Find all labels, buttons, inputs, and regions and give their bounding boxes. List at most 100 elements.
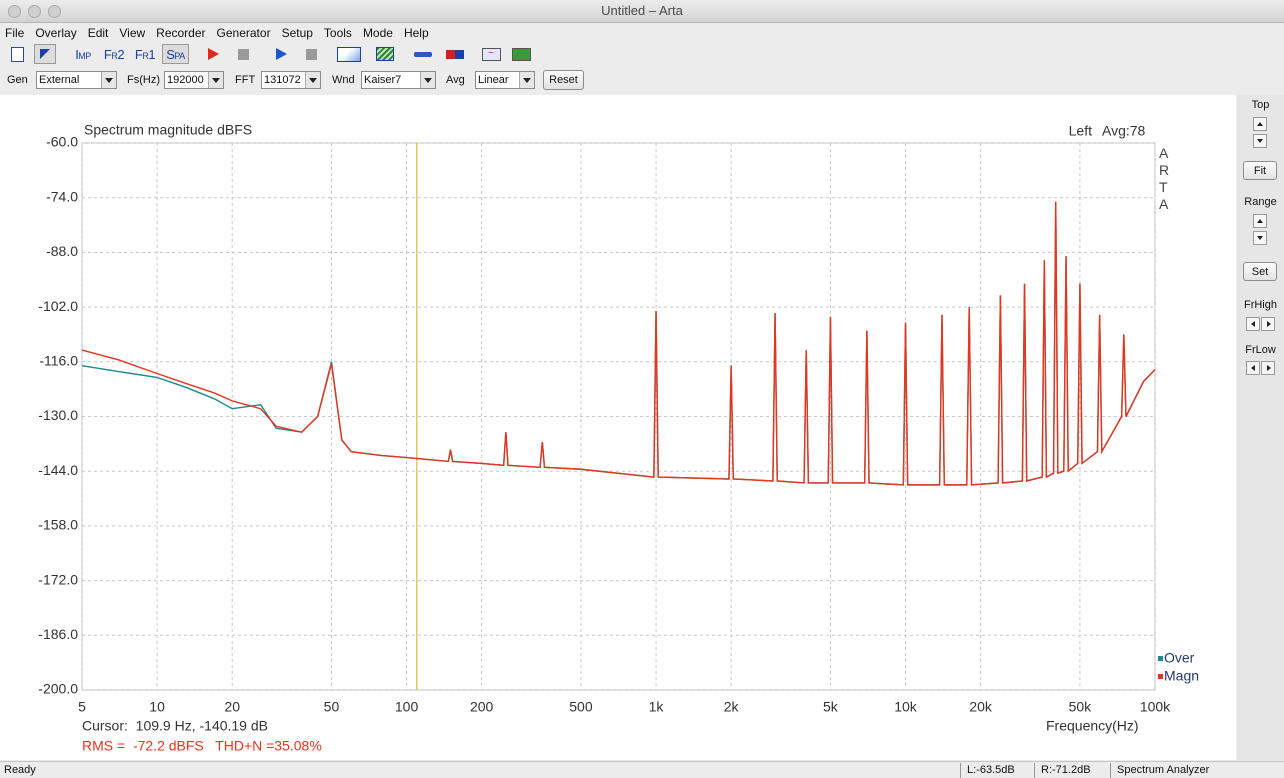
control-label: Wnd xyxy=(332,74,355,86)
record-play-button[interactable] xyxy=(202,44,224,64)
dropdown-value: External xyxy=(39,74,80,86)
menu-bar: File Overlay Edit View Recorder Generator Setu… xyxy=(0,23,1284,42)
icon xyxy=(337,46,361,62)
top-label: Top xyxy=(1251,99,1270,111)
new-button[interactable] xyxy=(6,44,28,64)
frlow-right[interactable] xyxy=(1261,361,1275,375)
scope-button[interactable] xyxy=(510,44,532,64)
close-button[interactable] xyxy=(8,5,21,18)
fit-button[interactable]: Fit xyxy=(1243,161,1277,180)
zoom-button[interactable] xyxy=(48,5,61,18)
icon xyxy=(207,48,219,60)
reset-button[interactable]: Reset xyxy=(543,70,584,90)
record-stop-button[interactable] xyxy=(232,44,254,64)
x-tick-label: 100k xyxy=(1140,699,1171,715)
range-down[interactable] xyxy=(1253,231,1267,245)
menu-item[interactable]: View xyxy=(119,25,146,40)
x-tick-label: 1k xyxy=(649,699,665,715)
y-tick-label: -74.0 xyxy=(46,188,78,204)
dropdown[interactable]: Linear xyxy=(475,71,535,89)
dropdown[interactable]: 192000 xyxy=(164,71,224,89)
menu-item[interactable]: File xyxy=(5,25,25,40)
menu-item[interactable]: Edit xyxy=(87,25,109,40)
pointer-button[interactable] xyxy=(34,44,56,64)
fr2-button[interactable]: Fr2 xyxy=(101,44,127,64)
icon xyxy=(305,48,317,60)
range-up[interactable] xyxy=(1253,214,1267,228)
top-down[interactable] xyxy=(1253,134,1267,148)
legend-label: Over xyxy=(1164,650,1195,666)
status-bar: Ready L:-63.5dB R:-71.2dB Spectrum Analy… xyxy=(0,761,1284,778)
menu-item[interactable]: Overlay xyxy=(35,25,77,40)
chart-title: Spectrum magnitude dBFS xyxy=(84,122,252,138)
icon xyxy=(40,49,50,59)
control-label: FFT xyxy=(235,74,256,86)
dropdown[interactable]: Kaiser7 xyxy=(361,71,436,89)
x-tick-label: 10 xyxy=(149,699,165,715)
legend-swatch xyxy=(1158,674,1163,679)
spa-button[interactable]: Spa xyxy=(162,44,189,64)
dropdown[interactable]: 131072 xyxy=(261,71,321,89)
gen-stop-button[interactable] xyxy=(300,44,322,64)
color-button[interactable] xyxy=(442,44,468,64)
toolbar: Imp Fr2 Fr1 Spa ~ xyxy=(0,42,1284,66)
dropdown-arrow xyxy=(519,72,534,88)
button-label: Fr2 xyxy=(103,46,125,62)
gen-play-button[interactable] xyxy=(270,44,292,64)
left-level: L:-63.5dB xyxy=(960,763,1032,778)
y-tick-label: -200.0 xyxy=(38,681,78,697)
y-tick-label: -102.0 xyxy=(38,298,78,314)
menu-item[interactable]: Help xyxy=(403,25,429,40)
mode-text: Spectrum Analyzer xyxy=(1110,763,1284,778)
frhigh-left[interactable] xyxy=(1246,317,1260,331)
control-label: Gen xyxy=(7,74,28,86)
key-button[interactable] xyxy=(410,44,436,64)
dropdown-arrow xyxy=(101,72,116,88)
icon xyxy=(10,46,24,62)
dropdown-value: 192000 xyxy=(167,74,204,86)
frlow-label: FrLow xyxy=(1245,344,1276,356)
x-tick-label: 5 xyxy=(78,699,86,715)
x-axis-label: Frequency(Hz) xyxy=(1046,718,1139,734)
dropdown-value: 131072 xyxy=(264,74,301,86)
frlow-left[interactable] xyxy=(1246,361,1260,375)
menu-item[interactable]: Tools xyxy=(323,25,352,40)
watermark: ARTA xyxy=(1159,145,1170,212)
x-tick-label: 500 xyxy=(569,699,593,715)
y-tick-label: -130.0 xyxy=(38,407,78,423)
icon xyxy=(275,48,287,60)
minimize-button[interactable] xyxy=(28,5,41,18)
icon xyxy=(237,48,249,60)
y-tick-label: -186.0 xyxy=(38,626,78,642)
menu-item[interactable]: Recorder xyxy=(156,25,206,40)
spectrum-line xyxy=(81,201,1156,486)
menu-item[interactable]: Setup xyxy=(281,25,313,40)
range-label: Range xyxy=(1244,196,1277,208)
x-tick-label: 5k xyxy=(823,699,839,715)
icon xyxy=(414,51,432,57)
menu-item[interactable]: Mode xyxy=(362,25,393,40)
menu-item[interactable]: Generator xyxy=(216,25,271,40)
green-chart-button[interactable] xyxy=(374,44,396,64)
x-tick-label: 200 xyxy=(470,699,494,715)
dropdown-value: Linear xyxy=(478,74,509,86)
set-button[interactable]: Set xyxy=(1243,262,1277,281)
fr1-button[interactable]: Fr1 xyxy=(132,44,158,64)
frhigh-right[interactable] xyxy=(1261,317,1275,331)
window-title: Untitled – Arta xyxy=(601,3,683,18)
imp-button[interactable]: Imp xyxy=(70,44,96,64)
top-up[interactable] xyxy=(1253,117,1267,131)
x-tick-label: 2k xyxy=(724,699,740,715)
abc-button[interactable] xyxy=(336,44,362,64)
spectrum-chart: -60.0 -74.0 -88.0 -102.0 -116.0 -130.0 -144.0 -… xyxy=(0,95,1236,760)
wave-button[interactable]: ~ xyxy=(480,44,502,64)
rms-readout: RMS = -72.2 dBFS THD+N =35.08% xyxy=(82,738,322,754)
y-tick-label: -88.0 xyxy=(46,243,78,259)
button-label: Imp xyxy=(75,46,91,62)
y-tick-label: -144.0 xyxy=(38,462,78,478)
dropdown[interactable]: External xyxy=(36,71,117,89)
x-tick-label: 100 xyxy=(395,699,419,715)
side-panel: Top Fit Range Set FrHigh FrLow xyxy=(1237,95,1284,760)
icon xyxy=(376,47,394,61)
